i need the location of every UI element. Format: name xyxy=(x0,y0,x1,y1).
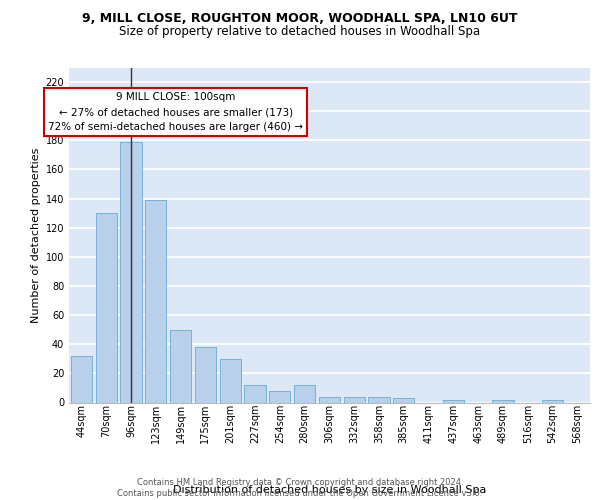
Y-axis label: Number of detached properties: Number of detached properties xyxy=(31,148,41,322)
Bar xyxy=(145,200,166,402)
Bar xyxy=(121,142,142,403)
Bar xyxy=(95,213,117,402)
Bar xyxy=(542,400,563,402)
Bar xyxy=(294,385,315,402)
Bar xyxy=(195,347,216,403)
Text: Contains HM Land Registry data © Crown copyright and database right 2024.
Contai: Contains HM Land Registry data © Crown c… xyxy=(118,478,482,498)
Text: 9, MILL CLOSE, ROUGHTON MOOR, WOODHALL SPA, LN10 6UT: 9, MILL CLOSE, ROUGHTON MOOR, WOODHALL S… xyxy=(82,12,518,26)
Bar xyxy=(170,330,191,402)
Text: 9 MILL CLOSE: 100sqm
← 27% of detached houses are smaller (173)
72% of semi-deta: 9 MILL CLOSE: 100sqm ← 27% of detached h… xyxy=(48,92,303,132)
X-axis label: Distribution of detached houses by size in Woodhall Spa: Distribution of detached houses by size … xyxy=(173,485,486,495)
Bar xyxy=(393,398,415,402)
Bar xyxy=(244,385,266,402)
Bar xyxy=(368,396,389,402)
Bar xyxy=(493,400,514,402)
Bar xyxy=(269,391,290,402)
Text: Size of property relative to detached houses in Woodhall Spa: Size of property relative to detached ho… xyxy=(119,25,481,38)
Bar xyxy=(71,356,92,403)
Bar xyxy=(344,396,365,402)
Bar xyxy=(319,396,340,402)
Bar xyxy=(220,359,241,403)
Bar xyxy=(443,400,464,402)
